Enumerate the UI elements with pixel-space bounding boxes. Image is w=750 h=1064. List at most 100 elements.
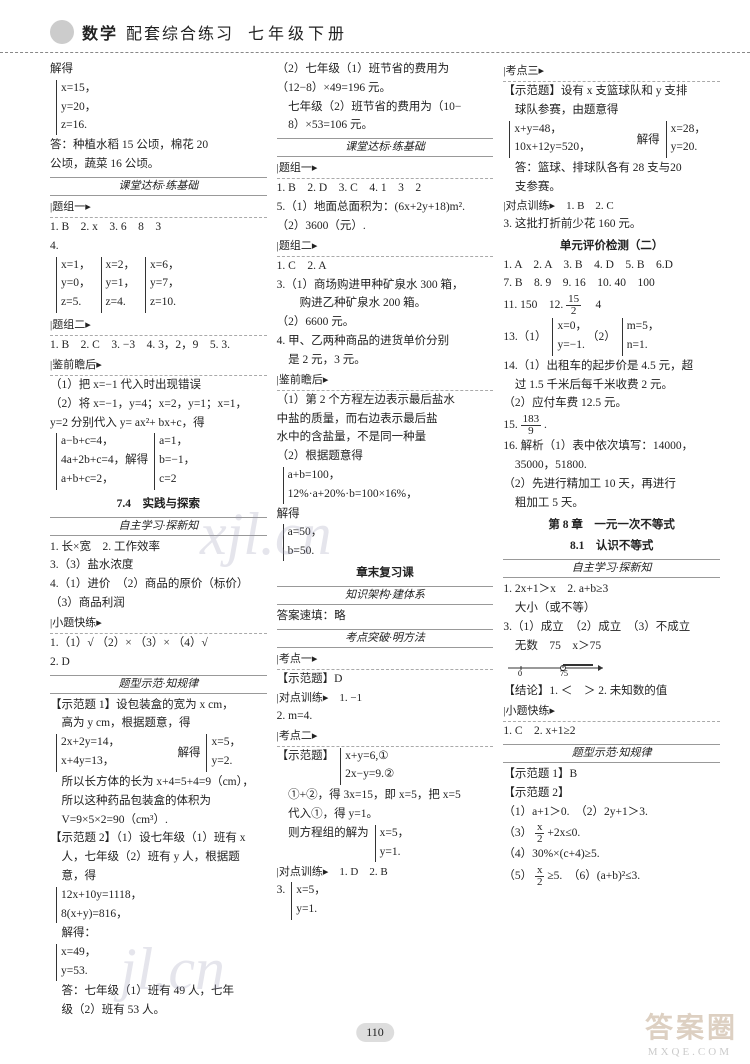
text: 16. 解析（1）表中依次填写：14000，: [503, 438, 720, 456]
column-3: |考点三▸ 【示范题】设有 x 支篮球队和 y 支排 球队参赛，由题意得 x+y…: [503, 61, 720, 1020]
text: 13.（1）: [503, 329, 546, 347]
answers: （2）3600（元）.: [277, 218, 494, 236]
text: 解得: [50, 63, 73, 75]
subject-title: 数学: [82, 20, 118, 44]
eq: y=1，: [106, 275, 136, 293]
text: 粗加工 5 天。: [503, 495, 720, 513]
brace-row: 2x+2y=14，x+4y=13， 解得 x=5，y=2.: [50, 734, 267, 774]
text: 4: [584, 299, 601, 311]
answers: 1. B 2. x 3. 6 8 3: [50, 219, 267, 237]
text: ≥5. （6）(a+b)²≤3.: [547, 870, 640, 882]
eq: y=53.: [61, 963, 267, 981]
eq: z=4.: [106, 294, 136, 312]
text: 则方程组的解为: [277, 825, 369, 865]
answers: （3） x2 +2x≤0.: [503, 822, 720, 845]
answers: 4.（1）进价 （2）商品的原价（标价）: [50, 576, 267, 594]
eq: z=16.: [61, 117, 267, 135]
equation-brace: a=50， b=50.: [283, 524, 494, 561]
section-title: 7.4 实践与探索: [50, 496, 267, 514]
text: 水中的含盐量，不是同一种量: [277, 429, 494, 447]
text: 代入①，得 y=1。: [277, 806, 494, 824]
section-band: 题型示范·知规律: [503, 744, 720, 763]
text: 11. 150 12.: [503, 299, 563, 311]
chapter-title: 第 8 章 一元一次不等式: [503, 517, 720, 535]
eq: x=0，: [557, 318, 587, 336]
section-band: 题型示范·知规律: [50, 675, 267, 694]
text: 35000，51800.: [503, 457, 720, 475]
text: （12−8）×49=196 元。: [277, 80, 494, 98]
answers: （5） x2 ≥5. （6）(a+b)²≤3.: [503, 865, 720, 888]
denominator: 2: [535, 834, 545, 845]
equation-brace: x=15， y=20， z=16.: [56, 80, 267, 135]
kao-label: |考点三▸: [503, 63, 720, 82]
section-band: 考点突破·明方法: [277, 629, 494, 648]
example-text: 【示范题 2】（1）设七年级（1）班有 x: [50, 830, 267, 848]
answers: 3.（3）盐水浓度: [50, 557, 267, 575]
text: 是 2 元，3 元。: [277, 352, 494, 370]
column-1: 解得 x=15， y=20， z=16. 答：种植水稻 15 公顷，棉花 20 …: [50, 61, 267, 1020]
text: （3）: [503, 828, 532, 840]
example-text: 【示范题】设有 x 支篮球队和 y 支排: [503, 83, 720, 101]
eq: z=5.: [61, 294, 91, 312]
text: .: [544, 419, 547, 431]
page-number: 110: [356, 1023, 394, 1042]
text: 4. 甲、乙两种商品的进货单价分别: [277, 333, 494, 351]
text: 3.（1）商场购进甲种矿泉水 300 箱，: [277, 277, 494, 295]
eq: 2x−y=9.②: [345, 766, 394, 784]
header-icon: [50, 20, 74, 44]
subtitle: 配套综合练习: [126, 20, 234, 44]
kao-label: |考点二▸: [277, 728, 494, 747]
fraction: x2: [535, 865, 545, 888]
text: 级（2）班有 53 人。: [50, 1002, 267, 1020]
text: 8）×53=106 元。: [277, 117, 494, 135]
text: （2）根据题意得: [277, 448, 494, 466]
text: 中盐的质量，而右边表示最后盐: [277, 411, 494, 429]
text: +2x≤0.: [547, 828, 580, 840]
answers: 1. C 2. A: [277, 258, 494, 276]
text: 购进乙种矿泉水 200 箱。: [277, 295, 494, 313]
text: 答：七年级（1）班有 49 人，七年: [50, 983, 267, 1001]
example-text: 【示范题 1】B: [503, 766, 720, 784]
answers: 11. 150 12. 152 4: [503, 294, 720, 317]
answers: 1. C 2. x+1≥2: [503, 723, 720, 741]
group-label: |题组一▸: [277, 160, 494, 179]
text: 所以长方体的长为 x+4=5+4=9（cm），: [50, 774, 267, 792]
answers: 1.（1）√ （2）× （3）× （4）√: [50, 635, 267, 653]
text: 14.（1）出租车的起步价是 4.5 元，超: [503, 358, 720, 376]
eq: y=20.: [671, 139, 706, 157]
eq: 8(x+y)=816，: [61, 906, 267, 924]
text: （2）将 x=−1，y=4；x=2，y=1；x=1，: [50, 396, 267, 414]
text: （2）先进行精加工 10 天，再进行: [503, 476, 720, 494]
fraction: 152: [566, 294, 581, 317]
group-label: |题组二▸: [277, 238, 494, 257]
number-line-diagram: 0 75: [503, 656, 613, 676]
eq: x=15，: [61, 80, 267, 98]
text: 所以这种药品包装盒的体积为: [50, 793, 267, 811]
answers: （1）a+1＞0. （2）2y+1＞3.: [503, 804, 720, 822]
brace-row: x+y=48，10x+12y=520， 解得 x=28，y=20.: [503, 121, 720, 161]
text: （1）把 x=−1 代入时出现错误: [50, 377, 267, 395]
text: 球队参赛，由题意得: [503, 102, 720, 120]
fraction: x2: [535, 822, 545, 845]
svg-text:75: 75: [560, 669, 568, 676]
example-text: 【示范题 2】: [503, 785, 720, 803]
answer-text: 答：种植水稻 15 公顷，棉花 20: [50, 137, 267, 155]
eq: m=5，: [627, 318, 660, 336]
eq: x=6，: [150, 257, 180, 275]
brace-row: 则方程组的解为 x=5，y=1.: [277, 825, 494, 865]
answers: （3）商品利润: [50, 595, 267, 613]
text: ①+②，得 3x=15，即 x=5，把 x=5: [277, 787, 494, 805]
answers: 2. D: [50, 654, 267, 672]
answers: 7. B 8. 9 9. 16 10. 40 100: [503, 275, 720, 293]
section-band: 课堂达标·练基础: [277, 138, 494, 157]
example-text: 【示范题】: [277, 748, 335, 788]
text: （2）应付车费 12.5 元。: [503, 395, 720, 413]
eq: z=10.: [150, 294, 180, 312]
eq: b=50.: [288, 543, 494, 561]
column-2: （2）七年级（1）班节省的费用为 （12−8）×49=196 元。 七年级（2）…: [277, 61, 494, 1020]
text: 意，得: [50, 868, 267, 886]
eq: x=2，: [106, 257, 136, 275]
text: V=9×5×2=90（cm³）.: [50, 812, 267, 830]
text: 七年级（2）班节省的费用为（10−: [277, 99, 494, 117]
eq: n=1.: [627, 337, 660, 355]
